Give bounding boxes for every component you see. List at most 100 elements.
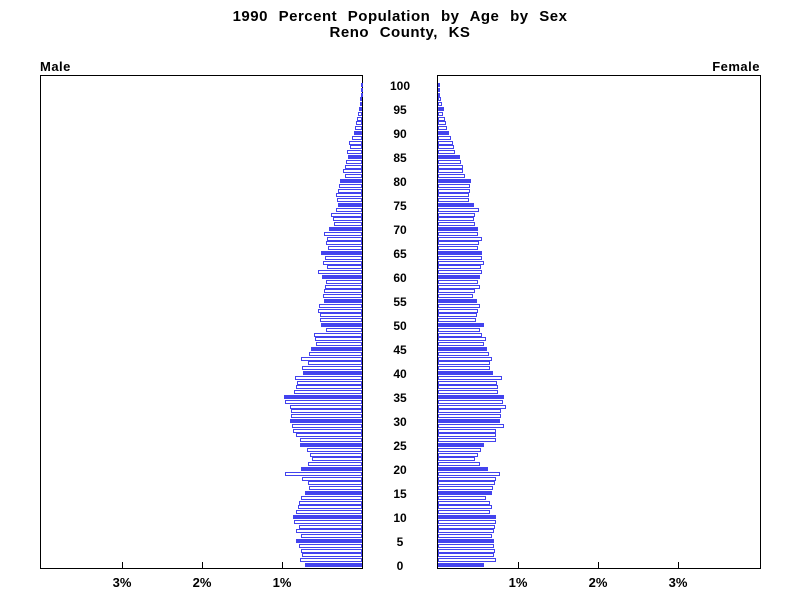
female-panel-label: Female (712, 59, 760, 74)
female-bar-age-72 (438, 217, 474, 221)
male-bar-age-69 (324, 232, 362, 236)
male-bar-age-3 (301, 549, 362, 553)
male-axis-tick (282, 562, 283, 568)
male-bar-age-49 (326, 328, 362, 332)
male-axis-tick-label: 1% (272, 575, 292, 590)
male-bar-age-2 (302, 553, 362, 557)
male-bar-age-0 (305, 563, 362, 567)
male-bar-age-87 (350, 145, 362, 149)
male-bar-age-80 (340, 179, 362, 183)
female-bar-age-44 (438, 352, 489, 356)
age-axis-label: 75 (393, 199, 407, 213)
female-bar-age-53 (438, 309, 478, 313)
female-bar-age-73 (438, 213, 475, 217)
female-bar-age-94 (438, 112, 443, 116)
female-bar-age-10 (438, 515, 496, 519)
age-axis-label: 35 (393, 391, 407, 405)
male-bar-age-58 (325, 285, 362, 289)
male-bar-age-50 (321, 323, 362, 327)
female-bar-age-51 (438, 318, 476, 322)
male-bar-age-59 (326, 280, 362, 284)
male-bar-age-66 (328, 246, 362, 250)
male-bar-age-18 (302, 477, 362, 481)
female-bar-age-88 (438, 141, 453, 145)
male-axis-tick (202, 562, 203, 568)
age-axis-label: 25 (393, 439, 407, 453)
male-bar-age-5 (296, 539, 362, 543)
age-axis-label: 45 (393, 343, 407, 357)
male-bar-age-64 (325, 256, 362, 260)
male-bar-age-22 (312, 457, 362, 461)
female-zero-axis (437, 75, 438, 569)
male-bar-age-42 (308, 361, 362, 365)
male-bar-age-84 (346, 160, 362, 164)
female-bar-age-45 (438, 347, 487, 351)
male-bar-age-61 (318, 270, 362, 274)
female-bar-age-69 (438, 232, 478, 236)
male-bar-age-93 (357, 117, 362, 121)
female-bar-age-57 (438, 289, 475, 293)
male-bar-age-6 (301, 534, 362, 538)
female-bar-age-99 (438, 88, 440, 92)
male-bar-age-30 (290, 419, 362, 423)
male-bar-age-34 (285, 400, 362, 404)
male-bar-age-48 (314, 333, 362, 337)
plot-left-border (40, 75, 41, 569)
male-bar-age-43 (301, 357, 362, 361)
female-bar-age-19 (438, 472, 500, 476)
male-bar-age-19 (285, 472, 362, 476)
female-bar-age-96 (438, 102, 442, 106)
male-bar-age-70 (329, 227, 362, 231)
male-bar-age-53 (318, 309, 362, 313)
male-bar-age-81 (345, 174, 362, 178)
male-bar-age-20 (301, 467, 362, 471)
male-bar-age-56 (323, 294, 362, 298)
female-bar-age-29 (438, 424, 504, 428)
female-bar-age-50 (438, 323, 484, 327)
female-bar-age-97 (438, 97, 441, 101)
male-bar-age-11 (296, 510, 362, 514)
female-bar-age-92 (438, 121, 446, 125)
female-bar-age-32 (438, 409, 501, 413)
male-bar-age-63 (323, 261, 362, 265)
male-bar-age-55 (324, 299, 362, 303)
plot-top-border-female (437, 75, 761, 76)
female-bar-age-74 (438, 208, 479, 212)
male-bar-age-79 (339, 184, 362, 188)
age-axis-label: 85 (393, 151, 407, 165)
female-bar-age-22 (438, 457, 475, 461)
age-axis-label: 20 (393, 463, 407, 477)
male-bar-age-14 (301, 496, 362, 500)
male-axis-tick-label: 2% (192, 575, 212, 590)
female-bar-age-60 (438, 275, 480, 279)
female-bar-age-95 (438, 107, 444, 111)
female-bar-age-93 (438, 117, 445, 121)
male-bar-age-98 (361, 93, 363, 97)
female-bar-age-66 (438, 246, 478, 250)
male-bar-age-17 (308, 481, 362, 485)
female-bar-age-70 (438, 227, 478, 231)
female-bar-age-42 (438, 361, 490, 365)
female-bar-age-62 (438, 265, 481, 269)
female-bar-age-91 (438, 126, 447, 130)
female-bar-age-31 (438, 414, 501, 418)
female-bar-age-87 (438, 145, 454, 149)
male-panel-label: Male (40, 59, 71, 74)
female-bar-age-48 (438, 333, 482, 337)
female-bar-age-46 (438, 342, 484, 346)
female-bar-age-9 (438, 520, 496, 524)
female-bar-age-76 (438, 198, 469, 202)
male-bar-age-57 (324, 289, 362, 293)
male-bar-age-8 (299, 525, 362, 529)
female-bar-age-36 (438, 390, 498, 394)
male-bar-age-23 (310, 453, 362, 457)
male-bar-age-77 (336, 193, 362, 197)
female-bar-age-8 (438, 525, 495, 529)
male-axis-tick-label: 3% (112, 575, 132, 590)
male-bar-age-62 (327, 265, 362, 269)
male-bar-age-12 (298, 505, 362, 509)
age-axis-label: 30 (393, 415, 407, 429)
female-bar-age-2 (438, 553, 494, 557)
female-bar-age-86 (438, 150, 455, 154)
female-bar-age-12 (438, 505, 492, 509)
